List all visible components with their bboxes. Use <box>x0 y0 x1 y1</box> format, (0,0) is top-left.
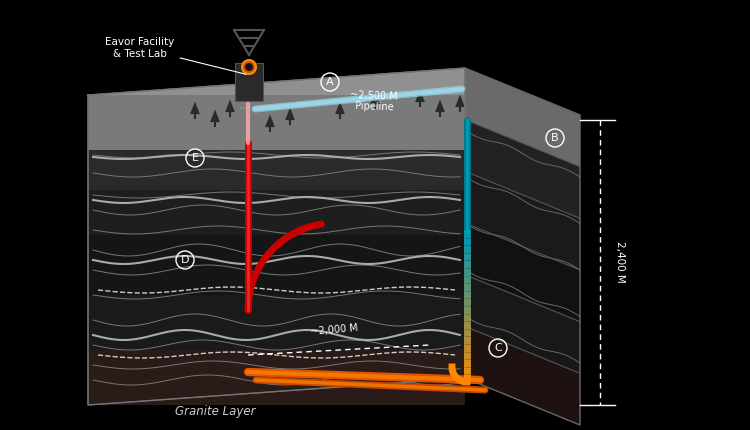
Polygon shape <box>88 190 465 235</box>
Polygon shape <box>190 101 200 114</box>
Polygon shape <box>465 275 580 373</box>
Polygon shape <box>465 68 580 425</box>
Polygon shape <box>465 223 580 322</box>
Text: 2,400 M: 2,400 M <box>615 241 625 283</box>
Text: E: E <box>191 153 199 163</box>
Polygon shape <box>415 89 425 102</box>
Text: D: D <box>181 255 189 265</box>
Polygon shape <box>285 108 295 120</box>
Polygon shape <box>88 295 465 350</box>
Polygon shape <box>88 95 465 150</box>
Polygon shape <box>88 68 580 140</box>
Text: Eavor Facility
& Test Lab: Eavor Facility & Test Lab <box>105 37 246 74</box>
FancyBboxPatch shape <box>235 63 263 101</box>
Polygon shape <box>455 95 465 107</box>
Polygon shape <box>465 326 580 425</box>
Circle shape <box>242 60 256 74</box>
Polygon shape <box>88 150 465 190</box>
Circle shape <box>245 63 253 71</box>
Polygon shape <box>465 171 580 270</box>
Text: C: C <box>494 343 502 353</box>
Text: ~2,000 M: ~2,000 M <box>310 323 358 337</box>
Text: ~2,500 M: ~2,500 M <box>350 90 398 102</box>
Text: Granite Layer: Granite Layer <box>175 405 256 418</box>
Polygon shape <box>335 101 345 114</box>
Polygon shape <box>465 120 580 218</box>
Text: B: B <box>551 133 559 143</box>
Polygon shape <box>88 235 465 295</box>
Polygon shape <box>265 114 275 127</box>
Polygon shape <box>465 68 580 167</box>
Text: Pipeline: Pipeline <box>355 101 394 112</box>
Polygon shape <box>370 92 380 104</box>
Text: A: A <box>326 77 334 87</box>
Polygon shape <box>225 99 235 112</box>
Polygon shape <box>88 350 465 405</box>
Polygon shape <box>435 99 445 112</box>
Polygon shape <box>210 110 220 122</box>
